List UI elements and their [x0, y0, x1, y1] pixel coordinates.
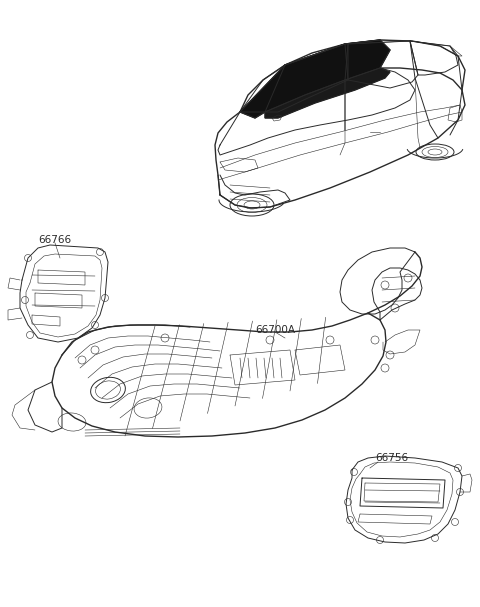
Text: 66700A: 66700A — [255, 325, 295, 335]
Polygon shape — [265, 68, 390, 118]
Polygon shape — [240, 40, 390, 118]
Text: 66756: 66756 — [375, 453, 408, 463]
Text: 66766: 66766 — [38, 235, 71, 245]
